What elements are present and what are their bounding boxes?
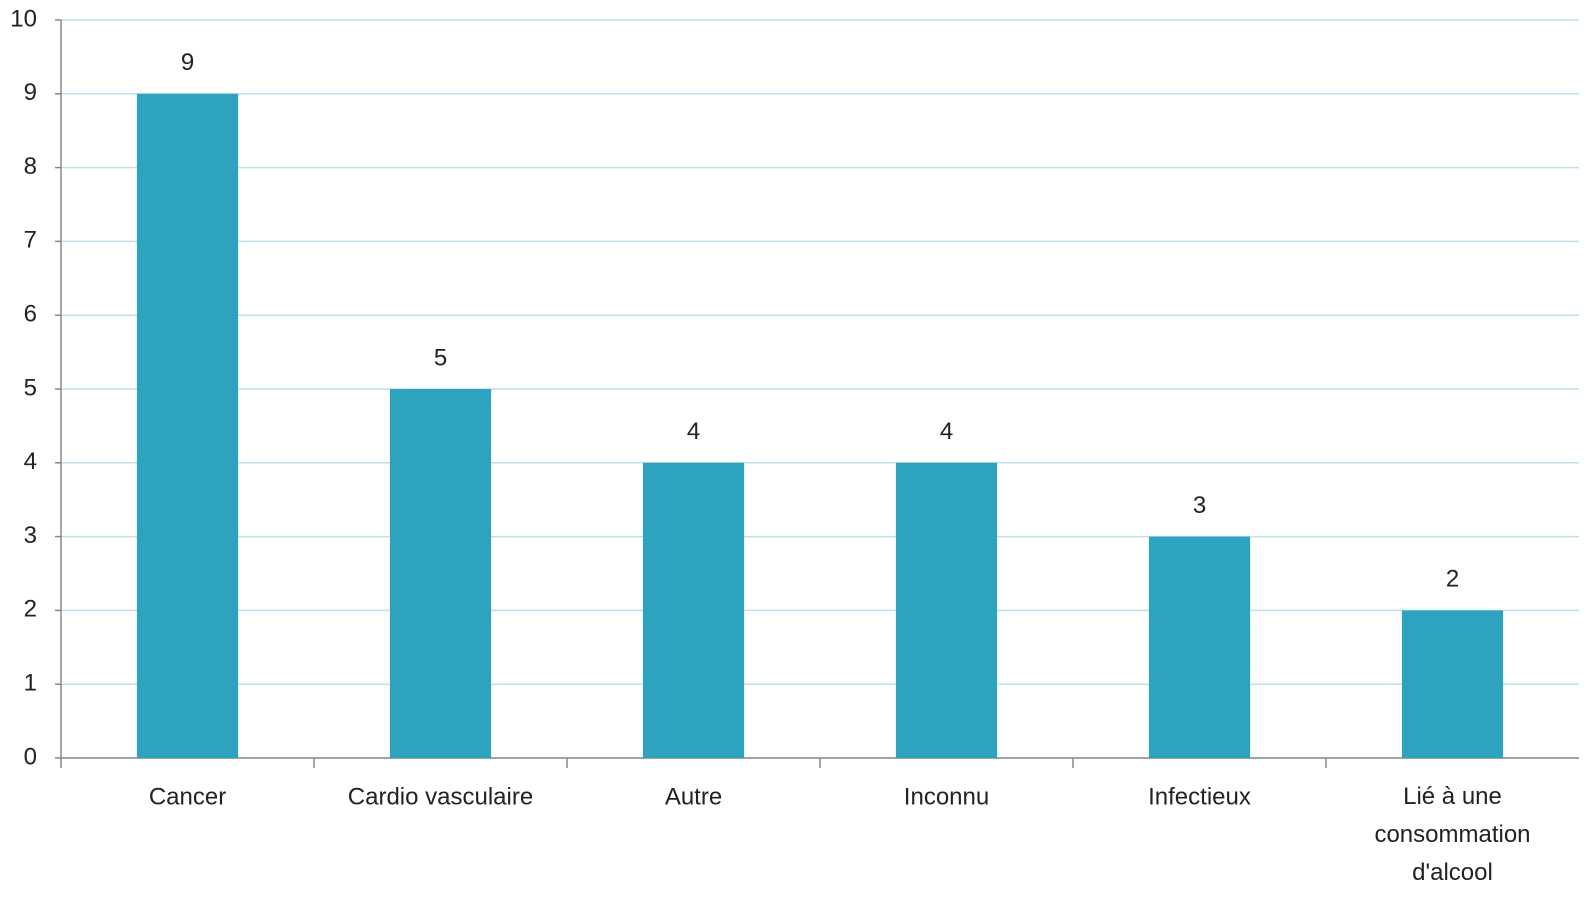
bar xyxy=(895,462,998,758)
y-tick-label: 2 xyxy=(24,596,37,623)
bar xyxy=(136,93,239,759)
value-label: 3 xyxy=(1193,492,1206,519)
value-label: 9 xyxy=(181,49,194,76)
y-tick-label: 4 xyxy=(24,448,37,475)
y-tick-label: 7 xyxy=(24,227,37,254)
x-tick-label: Cancer xyxy=(149,783,226,810)
x-tick-label: Inconnu xyxy=(904,783,989,810)
x-tick-label: Infectieux xyxy=(1148,783,1251,810)
x-tick-label: Lié à une consommation d'alcool xyxy=(1374,783,1530,886)
y-tick-label: 9 xyxy=(24,79,37,106)
value-label: 2 xyxy=(1446,566,1459,593)
label-line: Lié à une xyxy=(1403,783,1502,810)
bar xyxy=(1148,536,1251,758)
y-tick-label: 8 xyxy=(24,153,37,180)
label-line: d'alcool xyxy=(1412,859,1493,886)
bar xyxy=(389,389,492,758)
y-tick-label: 3 xyxy=(24,522,37,549)
value-label: 4 xyxy=(940,418,953,445)
y-tick-label: 1 xyxy=(24,670,37,697)
y-tick-label: 6 xyxy=(24,301,37,328)
value-label: 4 xyxy=(687,418,700,445)
y-tick-label: 0 xyxy=(24,743,37,770)
value-label: 5 xyxy=(434,344,447,371)
y-tick-label: 5 xyxy=(24,374,37,401)
y-tick-label: 10 xyxy=(10,5,37,32)
x-tick-label: Cardio vasculaire xyxy=(348,783,533,810)
x-tick-label: Autre xyxy=(665,783,722,810)
bar xyxy=(1401,610,1504,758)
bar xyxy=(642,462,745,758)
label-line: consommation xyxy=(1374,821,1530,848)
